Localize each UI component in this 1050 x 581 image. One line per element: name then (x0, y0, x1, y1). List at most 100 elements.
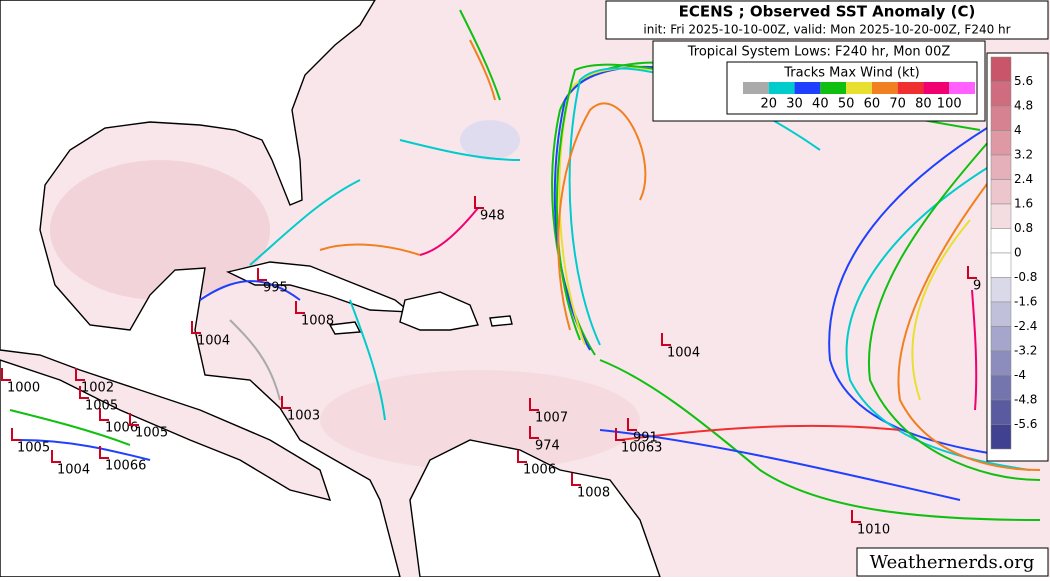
legend-title: Tropical System Lows: F240 hr, Mon 00Z (687, 45, 951, 60)
low-symbol (529, 426, 539, 439)
colorbar-cell (990, 424, 1012, 450)
low-pressure: 10066 (105, 459, 146, 474)
colorbar-label: -0.8 (1014, 270, 1037, 284)
low-pressure: 995 (263, 281, 288, 296)
subtitle: init: Fri 2025-10-10-00Z, valid: Mon 202… (643, 23, 1010, 37)
north-america (0, 0, 401, 578)
low-symbol (281, 396, 291, 409)
wind-swatch (794, 82, 821, 94)
low-pressure: 1005 (17, 441, 50, 456)
colorbar-cell (990, 277, 1012, 303)
wind-swatch (871, 82, 898, 94)
colorbar-cell (990, 228, 1012, 254)
wind-label: 30 (786, 97, 803, 112)
low-pressure: 1010 (857, 523, 890, 538)
wind-label: 70 (889, 97, 906, 112)
low-pressure: 1005 (85, 399, 118, 414)
low-symbol (967, 266, 977, 279)
wind-title: Tracks Max Wind (kt) (783, 66, 920, 81)
low-pressure: 948 (480, 209, 505, 224)
title: ECENS ; Observed SST Anomaly (C) (679, 3, 976, 21)
puerto-rico (489, 315, 513, 327)
colorbar-label: -2.4 (1014, 319, 1037, 333)
colorbar-cell (990, 56, 1012, 82)
colorbar-cell (990, 179, 1012, 205)
colorbar-label: 4.8 (1014, 99, 1033, 113)
low-pressure: 1007 (535, 411, 568, 426)
low-symbol (191, 321, 201, 334)
title-panel (605, 0, 1049, 40)
low-symbol (571, 473, 581, 486)
colorbar-label: 1.6 (1014, 197, 1033, 211)
colorbar: 5.6 4.8 4 3.2 2.4 1.6 0.8 0 -0.8 -1.6 -2.4 -3.2 -4 -4… (986, 52, 1049, 462)
colorbar-label: -4 (1014, 368, 1026, 382)
watermark-box (856, 547, 1049, 577)
colorbar-cell (990, 105, 1012, 131)
storm-tracks (9, 9, 1041, 521)
colorbar-cell (990, 81, 1012, 107)
low-symbol (529, 398, 539, 411)
low-symbol (615, 428, 625, 441)
low-symbol (257, 268, 267, 281)
low-symbol (1, 368, 11, 381)
watermark: Weathernerds.org (870, 552, 1035, 573)
low-symbol (99, 446, 109, 459)
colorbar-label: 3.2 (1014, 148, 1033, 162)
wind-swatch (923, 82, 950, 94)
wind-label: 50 (838, 97, 855, 112)
colorbar-cell (990, 399, 1012, 425)
wind-label: 100 (937, 97, 962, 112)
low-symbol (295, 301, 305, 314)
colorbar-label: -1.6 (1014, 295, 1037, 309)
colorbar-cell (990, 252, 1012, 278)
low-pressure: 1000 (7, 381, 40, 396)
wind-label: 60 (864, 97, 881, 112)
low-symbol (79, 386, 89, 399)
low-pressure: 1004 (667, 346, 700, 361)
colorbar-label: -5.6 (1014, 417, 1037, 431)
low-pressure: 1006 (105, 421, 138, 436)
wind-label: 20 (761, 97, 778, 112)
low-pressure: 1008 (301, 314, 334, 329)
wind-swatch (768, 82, 795, 94)
warm-anomaly (50, 160, 270, 300)
wind-swatch (743, 82, 769, 94)
low-pressure: 1008 (577, 486, 610, 501)
low-symbol (75, 368, 85, 381)
low-symbol (51, 450, 61, 463)
lows-legend: Tropical System Lows: F240 hr, Mon 00Z T… (652, 40, 986, 122)
colorbar-cell (990, 375, 1012, 401)
warm-anomaly (320, 370, 640, 470)
wind-swatch (820, 82, 847, 94)
wind-label: 40 (812, 97, 829, 112)
low-symbol (627, 418, 637, 431)
low-symbol (851, 510, 861, 523)
low-symbol (517, 450, 527, 463)
colorbar-cell (990, 203, 1012, 229)
colorbar-label: -3.2 (1014, 344, 1037, 358)
wind-swatch (897, 82, 924, 94)
colorbar-label: -4.8 (1014, 393, 1037, 407)
low-symbol (11, 428, 21, 441)
low-symbol (129, 413, 139, 426)
colorbar-cell (990, 301, 1012, 327)
title-box: ECENS ; Observed SST Anomaly (C) init: F… (605, 0, 1049, 40)
low-pressure: 1005 (135, 426, 168, 441)
colorbar-cell (990, 130, 1012, 156)
low-symbol (474, 196, 484, 209)
colorbar-label: 4 (1014, 123, 1022, 137)
low-pressure: 991 (633, 431, 658, 446)
cool-anomaly (460, 120, 520, 160)
low-pressure: 10063 (621, 441, 662, 456)
colorbar-cell (990, 350, 1012, 376)
colorbar-cell (990, 326, 1012, 352)
wind-swatch (846, 82, 872, 94)
hispaniola (399, 291, 479, 331)
colorbar-cell (990, 154, 1012, 180)
colorbar-label: 0 (1014, 246, 1022, 260)
jamaica (328, 321, 362, 335)
wind-label: 80 (915, 97, 932, 112)
low-pressure: 1003 (287, 409, 320, 424)
